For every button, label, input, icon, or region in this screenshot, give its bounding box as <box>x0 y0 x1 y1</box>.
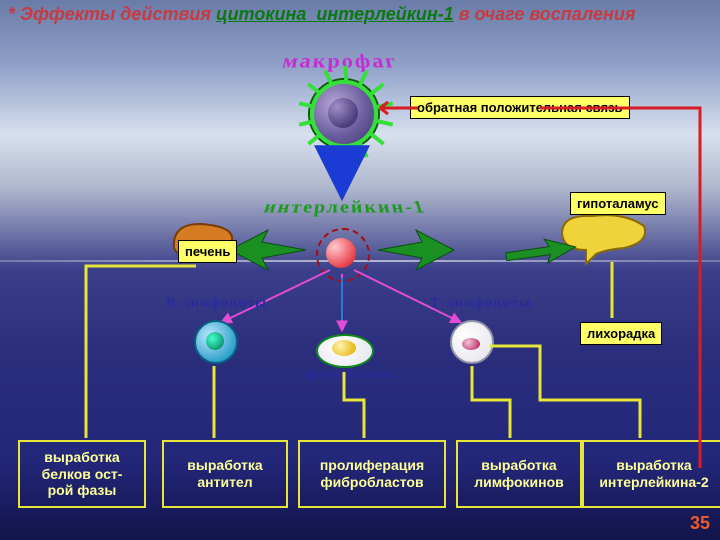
fever-chip: лихорадка <box>580 322 662 345</box>
b-lymph-label: В-лимфоциты <box>166 296 267 312</box>
fibro-label: фибробласты <box>306 366 396 382</box>
il2-box: выработка интерлейкина-2 <box>582 440 720 508</box>
title-underline: цитокина интерлейкин-1 <box>216 4 454 24</box>
lymphokines-box: выработка лимфокинов <box>456 440 582 508</box>
antibody-box: выработка антител <box>162 440 288 508</box>
fibroblast-icon <box>316 334 374 368</box>
il1-ring-icon <box>316 228 370 282</box>
liver-chip: печень <box>178 240 237 263</box>
slide-stage: * Эффекты действия цитокина интерлейкин-… <box>0 0 720 540</box>
acute-phase-box: выработка белков ост- рой фазы <box>18 440 146 508</box>
macrophage-icon <box>310 80 378 148</box>
title-pre: * Эффекты действия <box>8 4 216 24</box>
feedback-chip: обратная положительная связь <box>410 96 630 119</box>
b-lymphocyte-icon <box>194 320 238 364</box>
il1-icon <box>326 238 356 268</box>
macrophage-nucleus <box>328 98 358 128</box>
page-number: 35 <box>690 513 710 534</box>
macrophage-label: макрофаг <box>235 50 446 73</box>
slide-title: * Эффекты действия цитокина интерлейкин-… <box>8 4 635 25</box>
t-lymphocyte-icon <box>450 320 494 364</box>
hypothalamus-icon <box>552 208 652 273</box>
proliferation-box: пролиферация фибробластов <box>298 440 446 508</box>
title-post: в очаге воспаления <box>454 4 636 24</box>
interleukin-label: интерлейкин-1 <box>256 198 434 218</box>
t-lymph-label: Т-лимфоциты <box>430 296 531 312</box>
hypothalamus-chip: гипоталамус <box>570 192 666 215</box>
